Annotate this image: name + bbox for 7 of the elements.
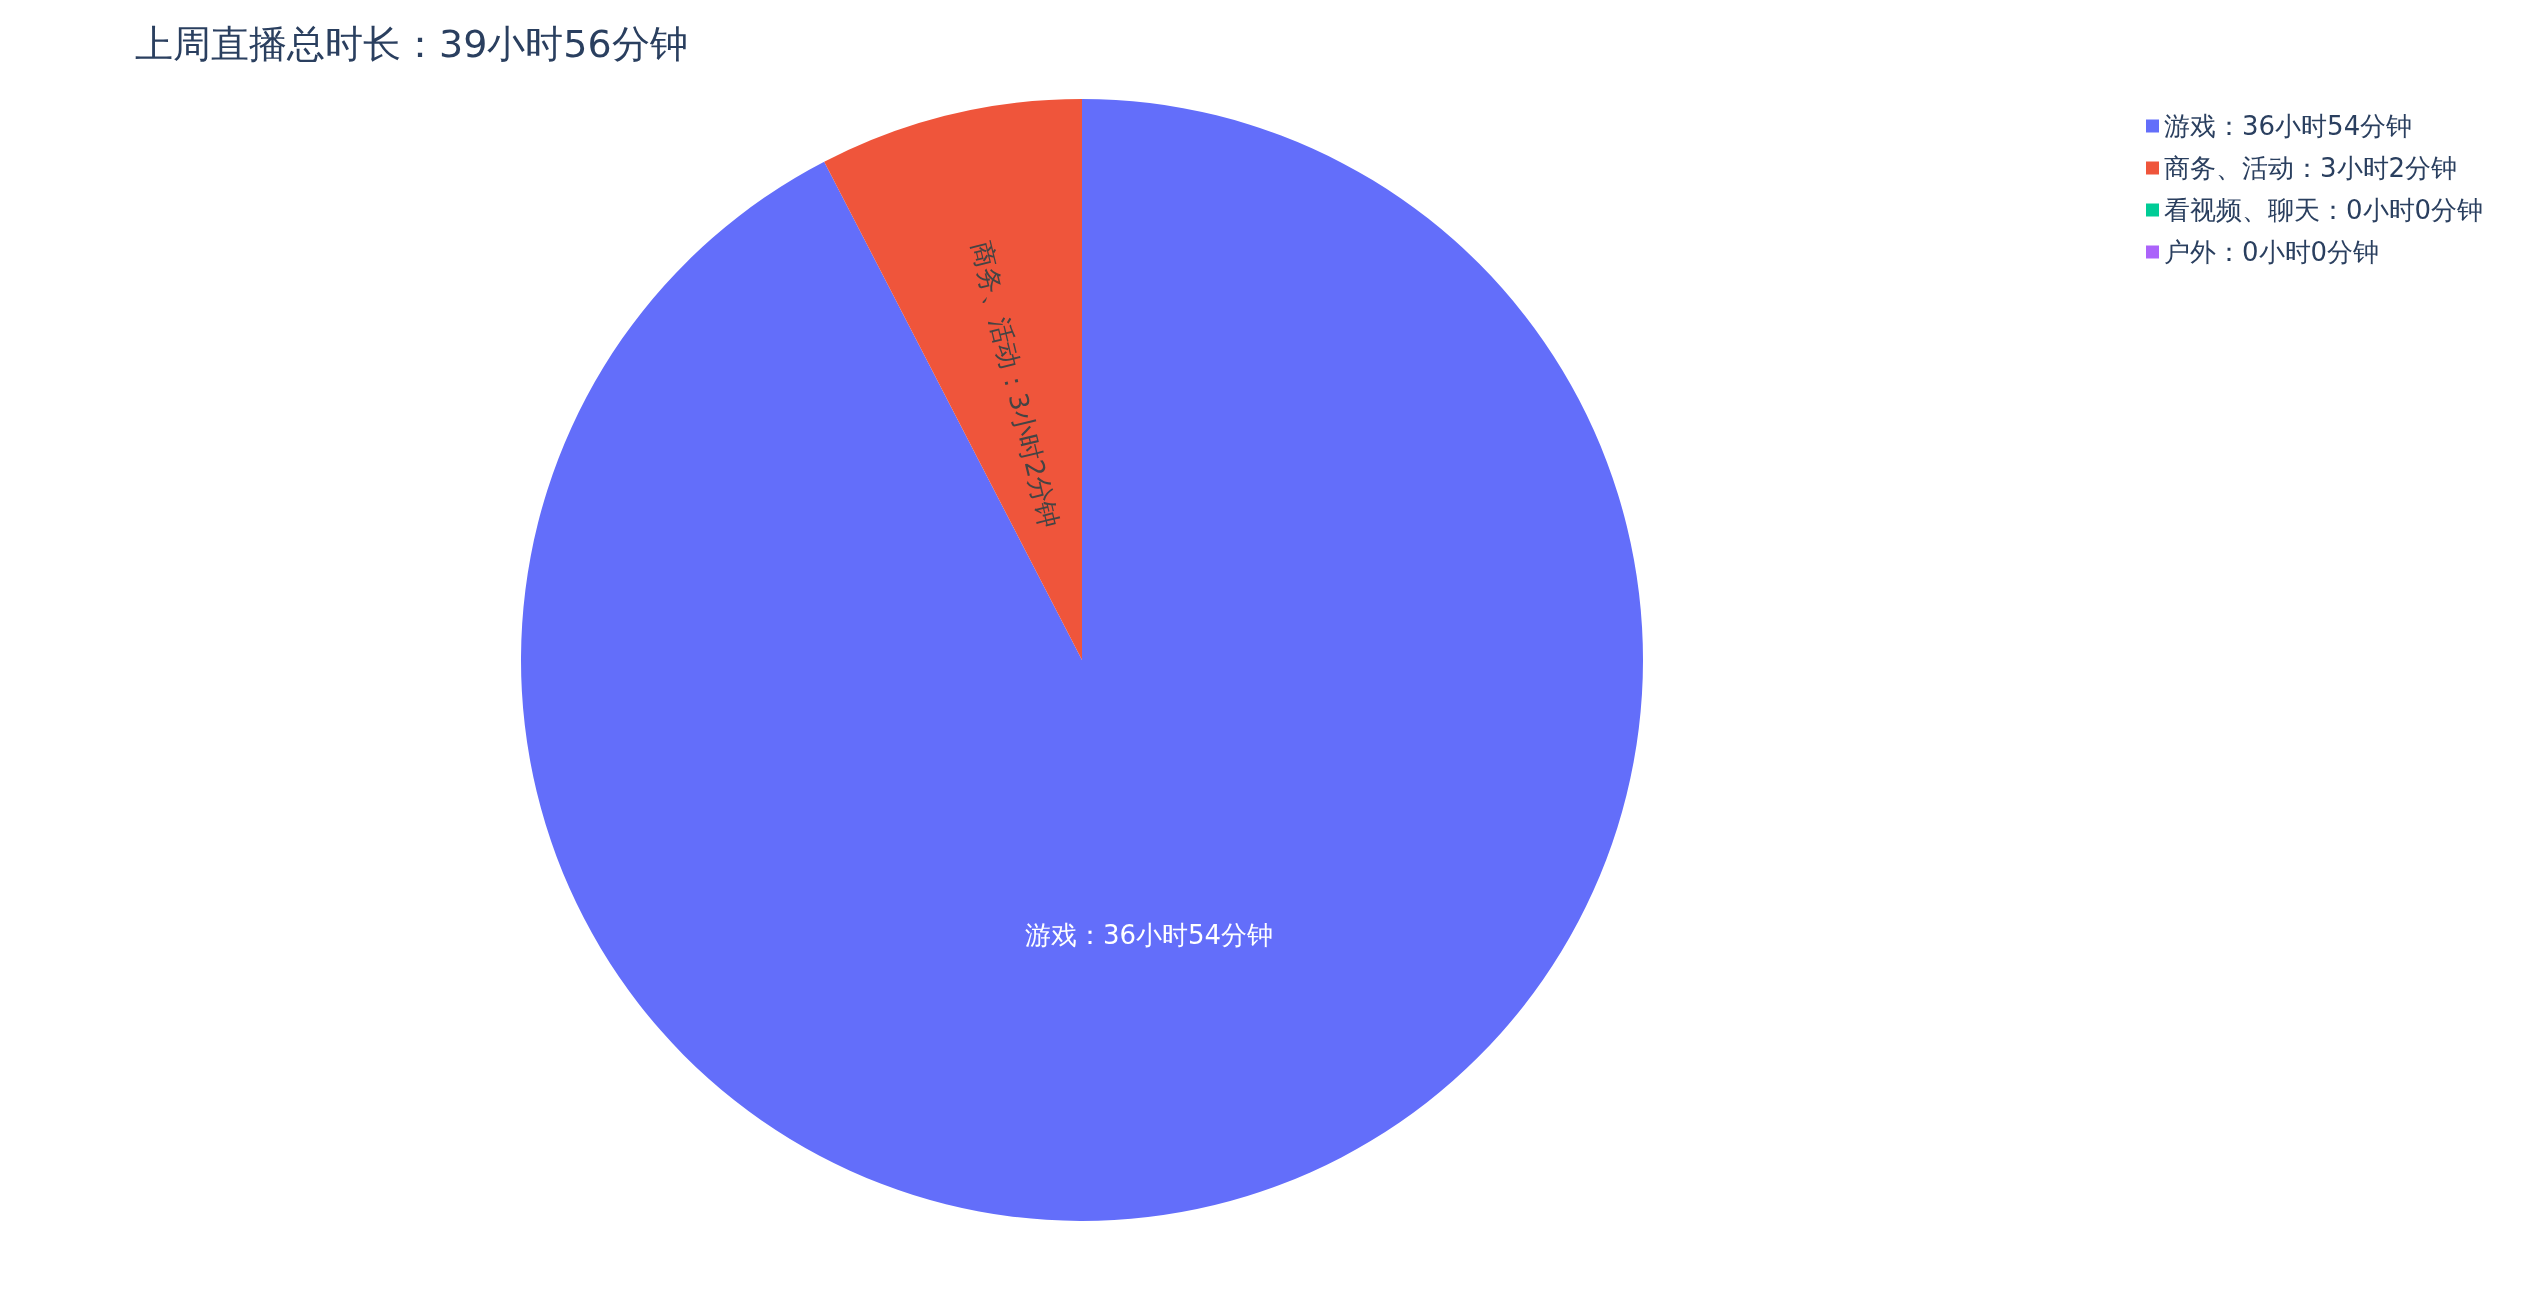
legend-label: 看视频、聊天：0小时0分钟: [2164, 195, 2484, 225]
data-label: 游戏：36小时54分钟: [1024, 920, 1274, 951]
chart-title: 上周直播总时长：39小时56分钟: [135, 22, 688, 66]
data-label: 商务、活动：3小时2分钟: [965, 238, 1065, 531]
legend-label: 户外：0小时0分钟: [2164, 237, 2380, 267]
legend-label: 游戏：36小时54分钟: [2164, 111, 2413, 141]
legend-label: 商务、活动：3小时2分钟: [2164, 153, 2458, 183]
